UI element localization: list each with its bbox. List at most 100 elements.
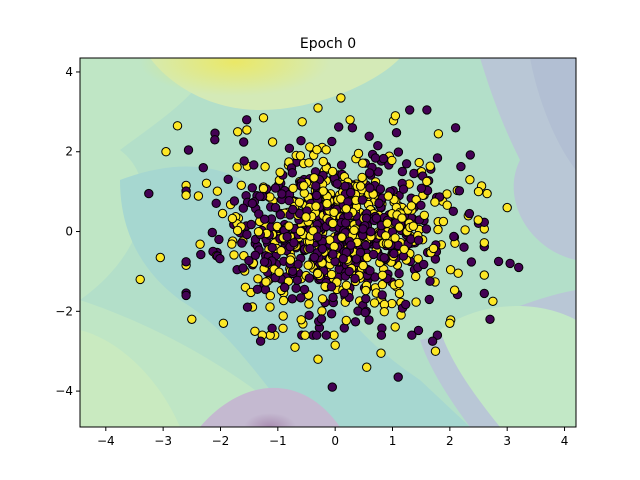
- x-tick-label: −4: [97, 434, 115, 448]
- scatter-point: [267, 323, 277, 333]
- x-tick-label: −3: [154, 434, 172, 448]
- scatter-point: [393, 372, 403, 382]
- scatter-point: [155, 252, 166, 263]
- scatter-point: [296, 315, 306, 325]
- scatter-point: [275, 210, 286, 220]
- scatter-point: [212, 186, 223, 196]
- scatter-point: [232, 225, 243, 236]
- scatter-point: [422, 105, 432, 115]
- scatter-point: [229, 196, 240, 206]
- scatter-point: [390, 111, 401, 121]
- scatter-point: [355, 181, 366, 191]
- scatter-point: [296, 293, 306, 303]
- scatter-point: [394, 268, 404, 279]
- scatter-point: [249, 160, 259, 170]
- scatter-point: [337, 232, 347, 242]
- scatter-point: [329, 207, 339, 218]
- scatter-point: [405, 105, 415, 115]
- scatter-point: [421, 224, 432, 234]
- scatter-point: [278, 295, 289, 306]
- scatter-point: [373, 141, 383, 151]
- scatter-point: [300, 330, 310, 340]
- scatter-point: [445, 318, 455, 328]
- scatter-point: [284, 143, 295, 154]
- scatter-point: [326, 309, 337, 319]
- scatter-point: [459, 242, 469, 252]
- scatter-point: [321, 330, 331, 340]
- scatter-point: [247, 198, 258, 209]
- scatter-point: [254, 209, 264, 219]
- scatter-point: [290, 342, 300, 352]
- scatter-point: [449, 285, 460, 295]
- scatter-point: [299, 181, 309, 191]
- scatter-point: [370, 153, 381, 163]
- plot-frame: [79, 57, 577, 428]
- scatter-point: [391, 128, 402, 138]
- scatter-point: [336, 160, 347, 170]
- scatter-point: [430, 197, 440, 207]
- scatter-point: [450, 123, 461, 133]
- scatter-point: [394, 288, 405, 299]
- scatter-point: [295, 151, 306, 161]
- scatter-point: [376, 348, 386, 358]
- scatter-point: [297, 117, 307, 127]
- x-tick-label: 1: [389, 434, 397, 448]
- scatter-point: [339, 288, 349, 298]
- scatter-point: [449, 231, 459, 242]
- scatter-point: [267, 242, 277, 253]
- scatter-point: [346, 240, 356, 250]
- scatter-point: [346, 187, 356, 198]
- scatter-point: [379, 253, 389, 263]
- x-tick-label: 3: [503, 434, 511, 448]
- scatter-point: [288, 183, 298, 194]
- scatter-point: [238, 263, 248, 273]
- scatter-point: [368, 249, 379, 260]
- scatter-point: [328, 292, 338, 303]
- scatter-point: [303, 260, 313, 270]
- scatter-point: [353, 148, 364, 159]
- scatter-point: [428, 243, 439, 254]
- scatter-point: [265, 302, 275, 312]
- scatter-point: [464, 208, 475, 219]
- scatter-point: [345, 115, 355, 125]
- scatter-point: [344, 266, 354, 277]
- scatter-point: [265, 291, 275, 301]
- contour-bottom-right-green: [440, 306, 576, 427]
- scatter-point: [432, 153, 443, 163]
- scatter-point: [236, 180, 247, 191]
- scatter-point: [259, 257, 270, 267]
- scatter-point: [270, 183, 281, 193]
- y-axis: −4 −2 0 2 4: [55, 65, 80, 398]
- scatter-point: [328, 249, 338, 259]
- x-tick-label: −2: [212, 434, 230, 448]
- y-tick-label: 0: [65, 225, 73, 239]
- y-tick-label: 4: [65, 65, 73, 79]
- scatter-point: [327, 136, 337, 147]
- scatter-point: [427, 336, 438, 346]
- scatter-point: [350, 317, 361, 327]
- scatter-point: [305, 243, 315, 254]
- scatter-point: [284, 221, 294, 231]
- scatter-point: [485, 314, 495, 324]
- scatter-point: [242, 302, 253, 312]
- scatter-point: [488, 296, 498, 306]
- scatter-point: [401, 159, 412, 169]
- scatter-point: [313, 354, 323, 364]
- scatter-point: [424, 294, 434, 305]
- y-tick-label: −4: [55, 384, 73, 398]
- scatter-point: [311, 190, 322, 201]
- scatter-point: [460, 225, 470, 235]
- scatter-point: [397, 166, 408, 177]
- scatter-point: [382, 218, 392, 228]
- scatter-point: [369, 298, 380, 308]
- scatter-point: [389, 248, 399, 259]
- scatter-point: [239, 156, 249, 166]
- scatter-point: [445, 265, 456, 275]
- scatter-point: [341, 204, 351, 214]
- x-tick-label: 2: [446, 434, 454, 448]
- scatter-point: [349, 225, 359, 236]
- scatter-point: [383, 239, 393, 249]
- scatter-point: [453, 268, 463, 278]
- x-axis: −4 −3 −2 −1 0 1 2 3 4: [97, 427, 568, 448]
- scatter-point: [479, 288, 489, 299]
